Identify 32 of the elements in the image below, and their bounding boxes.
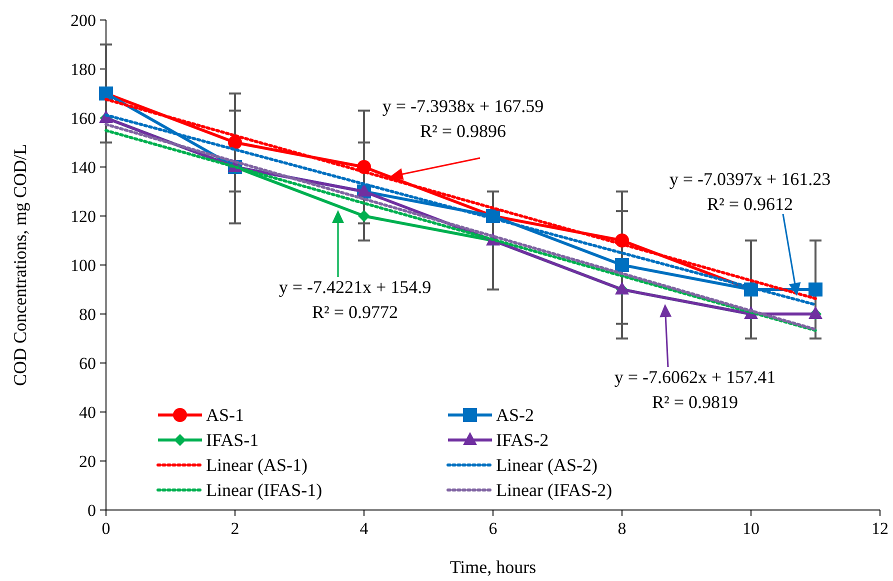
annotation: y = -7.3938x + 167.59 R² = 0.9896	[382, 96, 544, 141]
legend-label: IFAS-1	[206, 430, 259, 450]
y-tick-label: 140	[70, 158, 96, 177]
legend-label: IFAS-2	[496, 430, 549, 450]
y-tick-label: 0	[88, 501, 96, 520]
legend-label: Linear (AS-1)	[206, 455, 308, 475]
x-tick-label: 0	[102, 519, 110, 538]
y-tick-label: 40	[79, 403, 96, 422]
x-tick-label: 2	[230, 519, 240, 538]
y-tick-label: 180	[70, 60, 96, 79]
annotation: y = -7.0397x + 161.23 R² = 0.9612	[669, 169, 831, 214]
annotation: y = -7.4221x + 154.9 R² = 0.9772	[278, 277, 432, 322]
legend-label: AS-1	[206, 405, 244, 425]
x-tick-label: 6	[488, 519, 498, 538]
y-tick-label: 20	[79, 452, 96, 471]
y-tick-label: 100	[70, 256, 96, 275]
y-tick-label: 120	[70, 207, 96, 226]
annotation: y = -7.6062x + 157.41 R² = 0.9819	[614, 367, 776, 412]
legend-label: AS-2	[496, 405, 534, 425]
legend-label: Linear (IFAS-2)	[496, 480, 612, 500]
y-tick-label: 200	[70, 11, 96, 30]
legend-label: Linear (AS-2)	[496, 455, 598, 475]
legend-label: Linear (IFAS-1)	[206, 480, 322, 500]
x-tick-label: 8	[618, 519, 626, 538]
y-tick-label: 160	[70, 109, 96, 128]
x-axis-title: Time, hours	[450, 557, 536, 577]
y-axis-title: COD Concentrations, mg COD/L	[10, 144, 30, 386]
x-tick-label: 4	[360, 519, 369, 538]
x-tick-label: 12	[872, 519, 888, 538]
y-tick-label: 80	[79, 305, 96, 324]
y-tick-label: 60	[79, 354, 96, 373]
x-tick-label: 10	[742, 519, 760, 538]
